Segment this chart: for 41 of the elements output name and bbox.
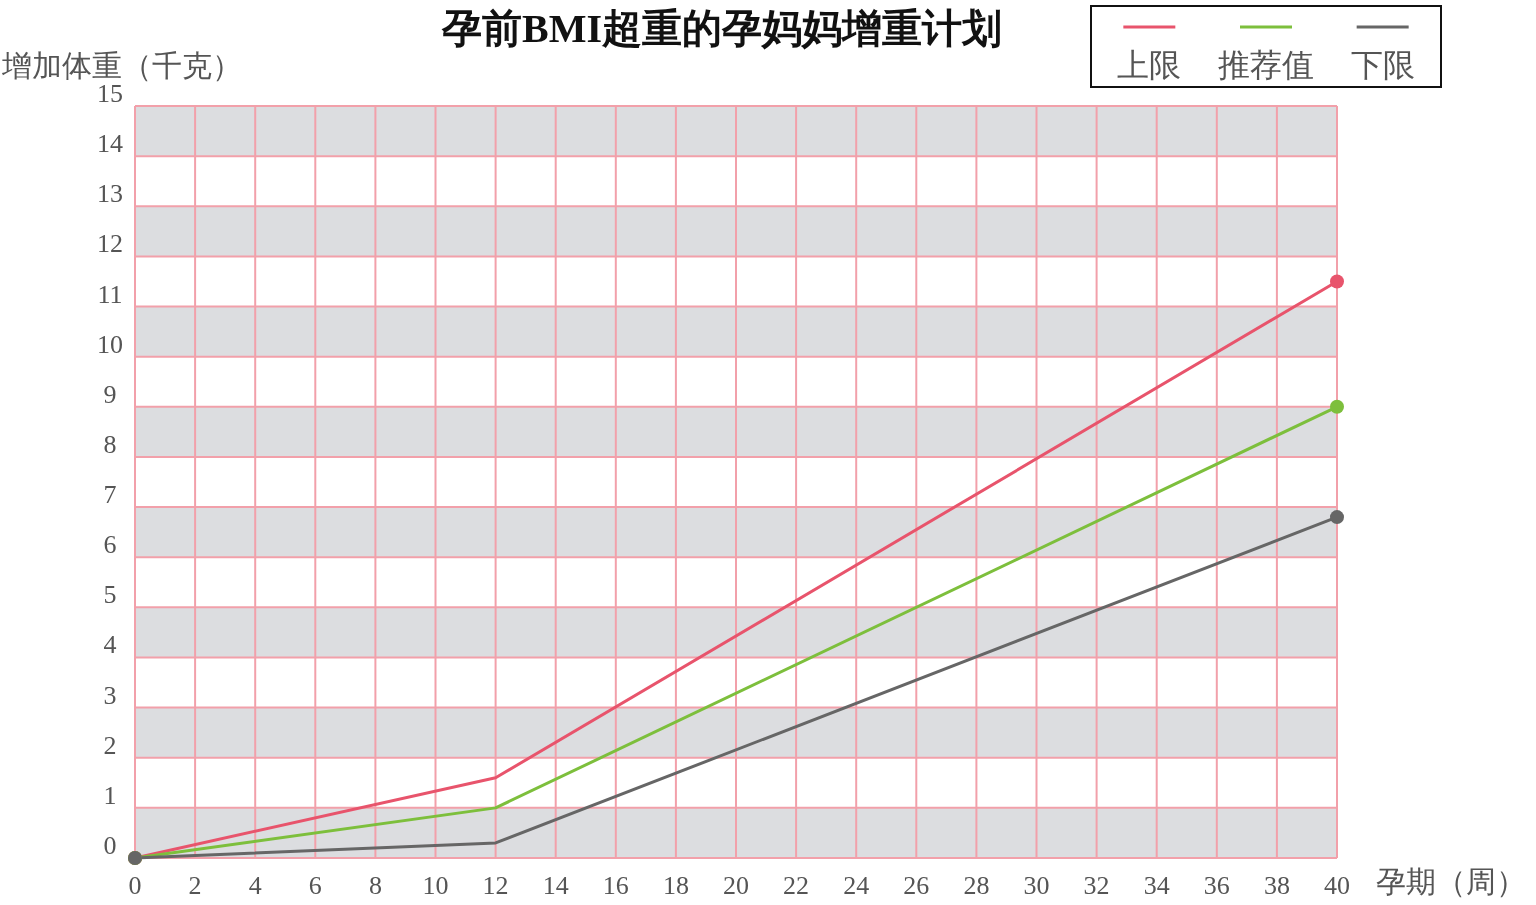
y-tick-label: 12 (97, 229, 123, 259)
y-tick-label: 9 (103, 379, 117, 409)
x-tick-label: 32 (1083, 871, 1110, 900)
x-tick-label: 26 (903, 871, 930, 900)
x-tick-label: 34 (1143, 871, 1170, 900)
x-tick-label: 4 (248, 871, 262, 900)
x-tick-label: 40 (1324, 871, 1350, 900)
x-tick-label: 12 (482, 871, 509, 900)
chart-title: 孕前BMI超重的孕妈妈增重计划 (441, 6, 1002, 51)
x-tick-label: 2 (188, 871, 202, 900)
y-tick-label: 11 (97, 279, 123, 309)
x-tick-label: 36 (1203, 871, 1230, 900)
x-tick-label: 22 (783, 871, 810, 900)
y-tick-label: 2 (103, 730, 117, 760)
x-tick-label: 16 (602, 871, 629, 900)
legend-label: 推荐值 (1218, 46, 1314, 84)
x-tick-label: 38 (1263, 871, 1290, 900)
x-tick-label: 28 (963, 871, 990, 900)
x-tick-label: 20 (723, 871, 749, 900)
y-tick-label: 7 (103, 480, 117, 510)
y-tick-label: 6 (103, 530, 117, 560)
y-tick-label: 10 (97, 329, 123, 359)
x-tick-label: 30 (1023, 871, 1050, 900)
legend-label: 上限 (1117, 46, 1182, 84)
x-tick-label: 6 (308, 871, 322, 900)
y-tick-label: 3 (103, 680, 117, 710)
x-axis-title: 孕期（周） (1376, 864, 1526, 899)
y-tick-label: 0 (103, 831, 117, 860)
y-tick-label: 14 (97, 129, 123, 159)
x-tick-label: 18 (662, 871, 689, 900)
x-tick-label: 10 (422, 871, 449, 900)
y-tick-label: 1 (103, 780, 117, 810)
x-tick-label: 14 (542, 871, 569, 900)
y-tick-label: 4 (103, 630, 117, 660)
x-tick-label: 24 (843, 871, 870, 900)
y-tick-label: 5 (103, 580, 117, 610)
legend-label: 下限 (1350, 46, 1415, 84)
y-tick-label: 8 (103, 429, 117, 459)
y-tick-label: 13 (97, 179, 123, 209)
x-tick-label: 8 (368, 871, 382, 900)
x-tick-label: 0 (128, 871, 142, 900)
